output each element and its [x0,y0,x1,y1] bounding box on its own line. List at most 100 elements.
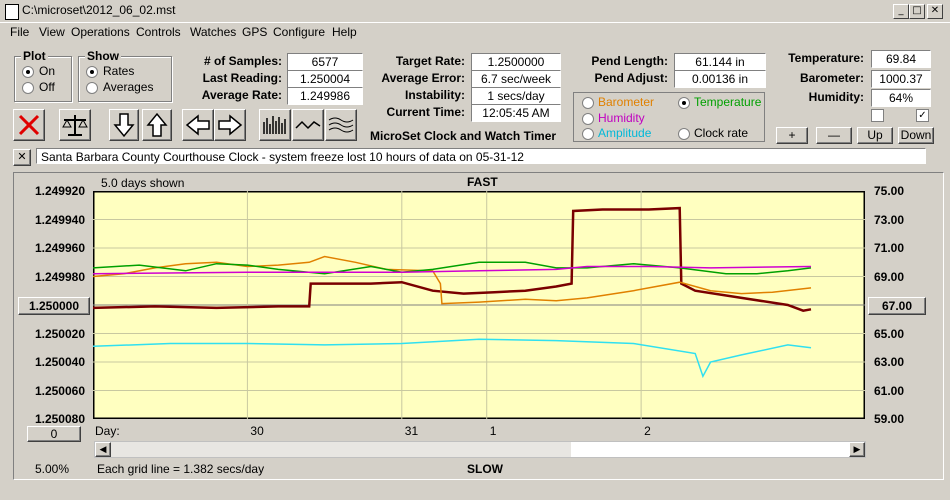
wave-view-button[interactable] [292,109,324,141]
move-down-button[interactable] [109,109,139,141]
right-axis-tick: 69.00 [874,269,905,284]
menu-gps[interactable]: GPS [242,25,268,39]
plot-on-radio[interactable] [22,66,34,78]
plot-area[interactable] [93,191,865,419]
scroll-left-button[interactable]: ◀ [95,442,111,457]
series-amplitude [93,338,812,379]
window-title: C:\microset\2012_06_02.mst [22,3,176,17]
menu-file[interactable]: File [10,25,30,39]
app-name: MicroSet Clock and Watch Timer [370,129,557,143]
close-window-button[interactable]: ✕ [927,4,943,19]
left-axis-tick: 1.249960 [34,241,85,255]
plot-group: Plot On Off [14,49,72,102]
right-axis-tick: 75.00 [874,184,905,198]
scale-minus-button[interactable]: — [816,127,852,144]
temperature-label: Temperature [694,95,762,109]
series-temperature [93,261,812,275]
instability-value: 1 secs/day [471,87,561,105]
option-checkbox-2[interactable]: ✓ [916,109,929,122]
close-icon [18,114,40,136]
target-rate-value: 1.2500000 [471,53,561,71]
right-axis-tick: 65.00 [874,326,905,341]
left-axis-tick: 1.249920 [34,184,85,198]
show-averages-label: Averages [103,80,154,94]
zero-button[interactable]: 0 [27,426,81,442]
move-left-button[interactable] [182,109,214,141]
note-field[interactable]: Santa Barbara County Courthouse Clock - … [36,148,926,164]
scroll-right-button[interactable]: ▶ [849,442,865,457]
horizontal-scrollbar[interactable]: ◀ ▶ [94,441,866,458]
wave-icon [295,120,321,130]
left-axis-tick: 1.250060 [34,383,85,398]
plot-group-title: Plot [21,49,48,63]
left-axis-tick: 1.250080 [34,412,85,426]
last-reading-label: Last Reading: [202,71,282,85]
balance-button[interactable] [59,109,91,141]
average-error-label: Average Error: [381,71,465,85]
humidity-env-label: Humidity: [808,90,864,104]
note-close-button[interactable]: ✕ [13,149,31,166]
balance-icon [62,115,88,136]
move-up-button[interactable] [142,109,172,141]
move-right-button[interactable] [214,109,246,141]
grid-note: Each grid line = 1.382 secs/day [97,462,265,476]
barometer-radio[interactable] [582,97,594,109]
arrow-left-icon [185,114,210,136]
minimize-button[interactable]: _ [893,4,909,19]
day-label: 31 [404,424,419,438]
humidity-env-value: 64% [871,89,931,107]
temperature-radio[interactable] [678,97,690,109]
samples-label: # of Samples: [203,54,282,68]
average-rate-label: Average Rate: [201,88,282,102]
graph-frame [13,172,944,480]
humidity-radio[interactable] [582,113,594,125]
right-axis-tick: 71.00 [874,241,905,255]
menu-watches[interactable]: Watches [190,25,237,39]
series-clockrate [93,206,812,312]
menu-configure[interactable]: Configure [273,25,326,39]
show-group: Show Rates Averages [78,49,172,102]
day-label: 30 [250,424,264,438]
show-rates-radio[interactable] [86,66,98,78]
maximize-button[interactable]: □ [909,4,925,19]
arrow-up-icon [146,112,168,137]
amplitude-radio[interactable] [582,128,594,140]
left-axis-tick: 1.250040 [34,355,85,369]
show-averages-radio[interactable] [86,82,98,94]
menu-help[interactable]: Help [332,25,357,39]
show-group-title: Show [85,49,121,63]
clockrate-label: Clock rate [694,126,749,140]
scale-down-button[interactable]: Down [898,127,934,144]
scale-plus-button[interactable]: + [776,127,808,144]
average-error-value: 6.7 sec/week [471,70,561,88]
current-time-label: Current Time: [386,105,465,119]
current-time-value: 12:05:45 AM [471,104,561,122]
bars-view-button[interactable] [259,109,291,141]
scale-up-button[interactable]: Up [857,127,893,144]
menu-controls[interactable]: Controls [136,25,181,39]
baseline-temp-button[interactable]: 67.00 [868,297,926,315]
plot-off-radio[interactable] [22,82,34,94]
bars-icon [263,116,286,134]
clockrate-radio[interactable] [678,128,690,140]
right-axis-tick: 63.00 [874,355,905,369]
pend-adjust-label: Pend Adjust: [594,71,668,85]
samples-value: 6577 [287,53,363,71]
option-checkbox-1[interactable] [871,109,884,122]
right-axis-tick: 59.00 [874,412,905,426]
day-label: 1 [489,424,497,438]
scroll-track[interactable] [571,442,849,457]
average-rate-value: 1.249986 [287,87,363,105]
menu-operations[interactable]: Operations [71,25,130,39]
right-axis-tick: 73.00 [874,212,905,227]
menu-view[interactable]: View [39,25,65,39]
humidity-label: Humidity [598,111,645,125]
baseline-rate-button[interactable]: 1.250000 [18,297,90,315]
clear-button[interactable] [13,109,45,141]
pend-length-value: 61.144 in [674,53,766,71]
menu-bar: File View Operations Controls Watches GP… [0,23,950,41]
title-bar: C:\microset\2012_06_02.mst _ □ ✕ [0,0,950,23]
multi-wave-view-button[interactable] [325,109,357,141]
left-axis-tick: 1.249980 [34,269,85,284]
day-prefix-label: Day: [95,424,120,438]
